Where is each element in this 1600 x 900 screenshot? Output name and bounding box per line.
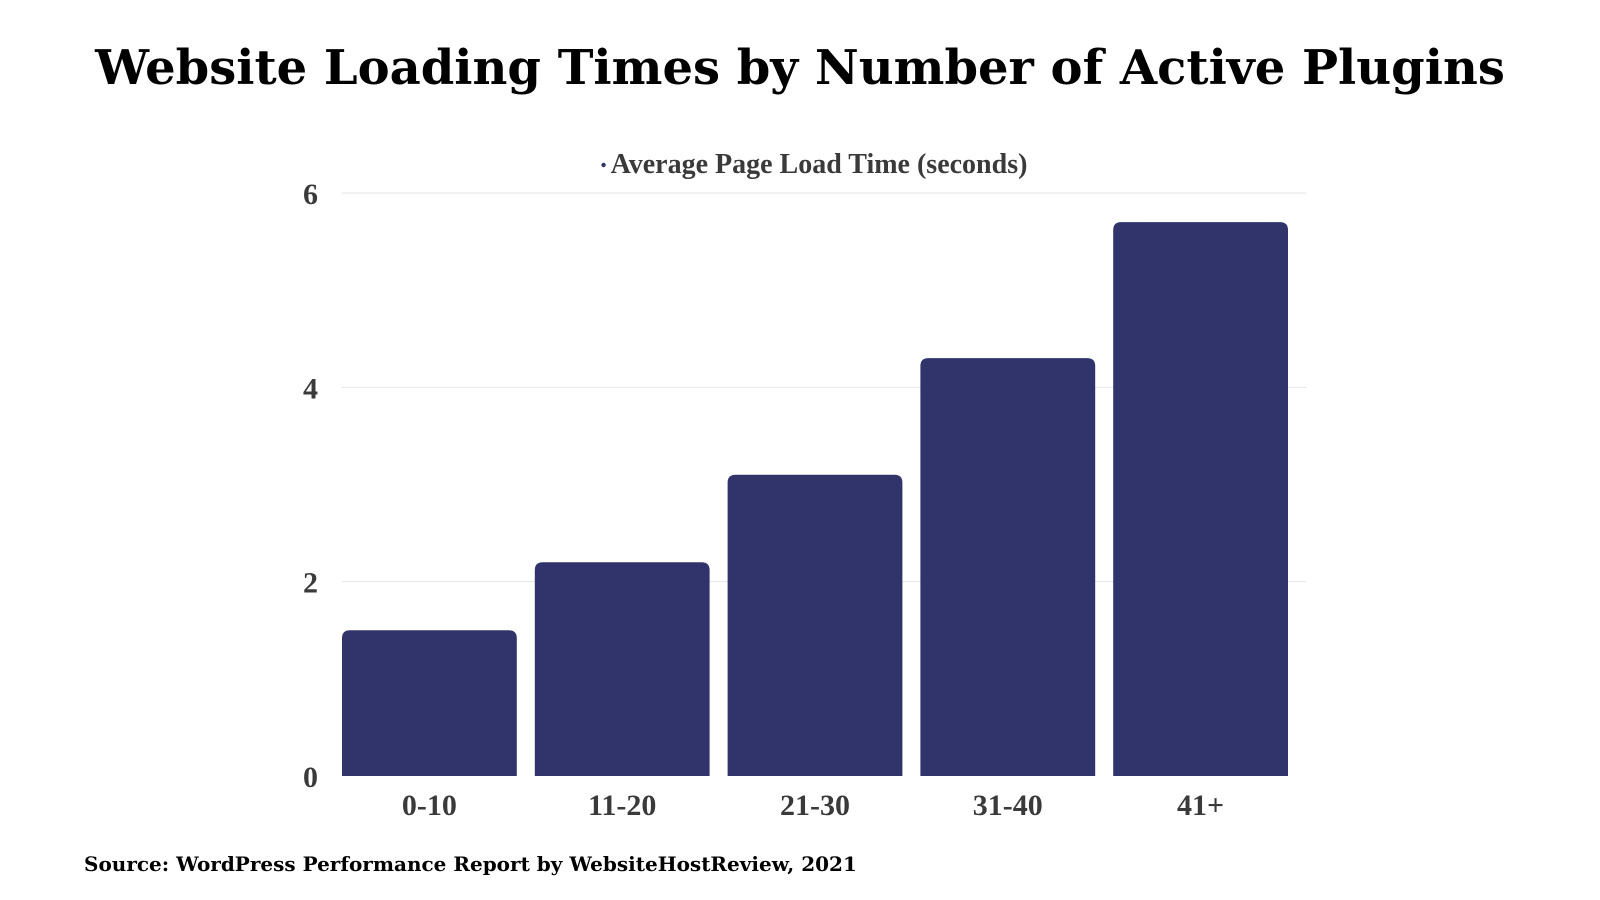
y-axis-ticks: 0 2 4 6: [303, 178, 318, 794]
bar-21-30: [727, 474, 903, 776]
legend-label: Average Page Load Time (seconds): [611, 149, 1028, 180]
legend: Average Page Load Time (seconds): [601, 149, 1027, 180]
x-tick-label: 0-10: [402, 789, 457, 822]
chart-title: Website Loading Times by Number of Activ…: [95, 40, 1505, 96]
x-tick-label: 41+: [1177, 789, 1224, 822]
bar-0-10: [342, 630, 517, 776]
x-tick-label: 11-20: [588, 789, 656, 822]
y-tick-label: 2: [303, 567, 318, 600]
bar-11-20: [534, 562, 710, 776]
x-tick-label: 31-40: [973, 789, 1043, 822]
bar-41+: [1113, 222, 1288, 776]
y-tick-label: 4: [303, 372, 318, 405]
source-note: Source: WordPress Performance Report by …: [84, 852, 857, 876]
x-axis-ticks: 0-10 11-20 21-30 31-40 41+: [402, 789, 1224, 822]
legend-marker: [601, 162, 606, 168]
bars: [342, 222, 1288, 776]
bar-31-40: [920, 358, 1096, 776]
x-tick-label: 21-30: [780, 789, 850, 822]
y-tick-label: 6: [303, 178, 318, 211]
y-tick-label: 0: [303, 761, 318, 794]
